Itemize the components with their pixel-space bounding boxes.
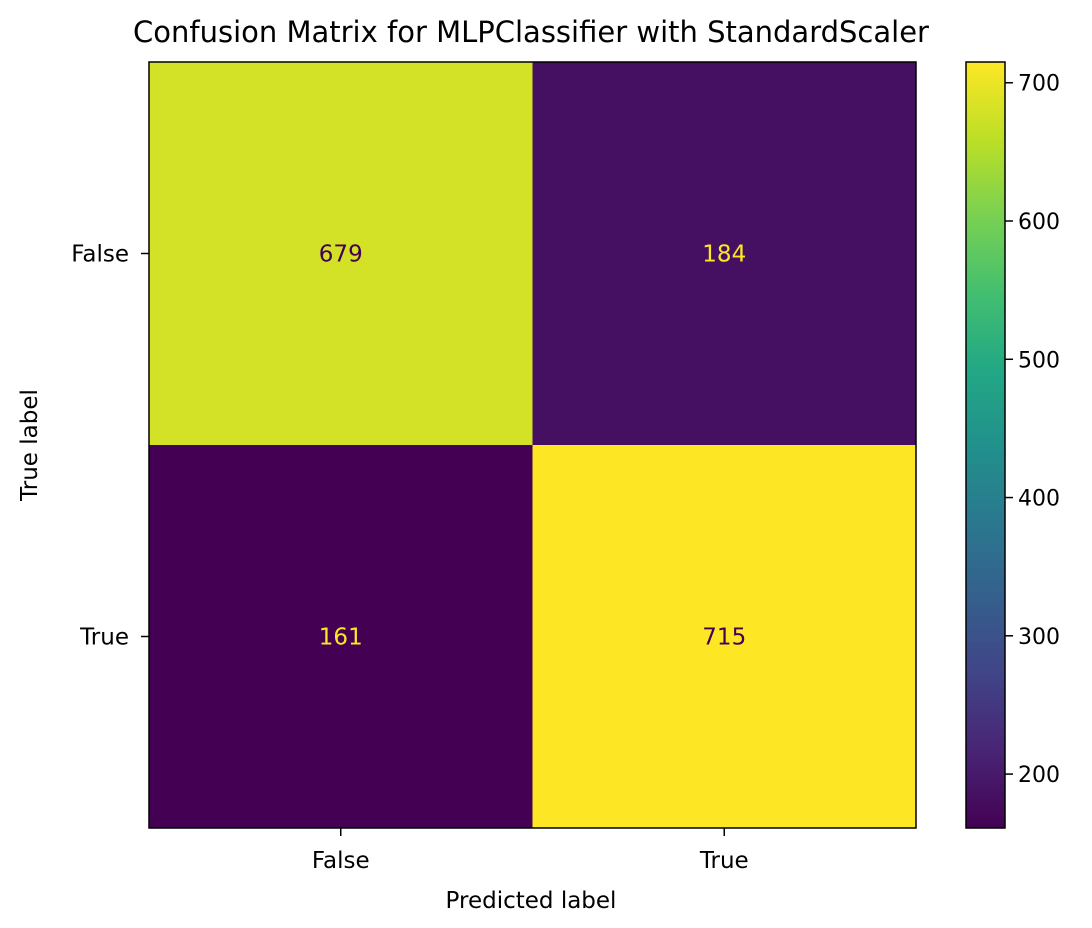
matrix-cells xyxy=(149,62,916,828)
x-axis: False True xyxy=(312,828,749,874)
x-tick-label: True xyxy=(699,848,749,874)
x-tick-label: False xyxy=(312,848,370,874)
colorbar-tick-label: 600 xyxy=(1018,210,1060,235)
plot-frame xyxy=(148,61,917,829)
chart-title: Confusion Matrix for MLPClassifier with … xyxy=(133,15,929,49)
colorbar-tick-label: 300 xyxy=(1018,625,1060,650)
matrix-values: 679 184 161 715 xyxy=(319,242,746,651)
matrix-cell xyxy=(532,62,916,445)
cell-value: 161 xyxy=(319,625,363,651)
colorbar xyxy=(965,61,1006,829)
cell-value: 715 xyxy=(702,625,746,651)
matrix-cell xyxy=(532,445,916,828)
colorbar-axis: 200 300 400 500 600 700 xyxy=(1005,72,1060,788)
colorbar-tick-label: 500 xyxy=(1018,348,1060,373)
matrix-cell xyxy=(149,62,533,445)
colorbar-tick-label: 400 xyxy=(1018,487,1060,512)
y-tick-label: True xyxy=(79,625,129,651)
x-axis-label: Predicted label xyxy=(446,888,617,914)
y-axis-label: True label xyxy=(17,389,43,502)
cell-value: 184 xyxy=(702,242,746,268)
y-tick-label: False xyxy=(71,242,129,268)
colorbar-tick-label: 200 xyxy=(1018,763,1060,788)
cell-value: 679 xyxy=(319,242,363,268)
colorbar-tick-label: 700 xyxy=(1018,72,1060,97)
y-axis: False True xyxy=(71,242,149,651)
matrix-cell xyxy=(149,445,533,828)
